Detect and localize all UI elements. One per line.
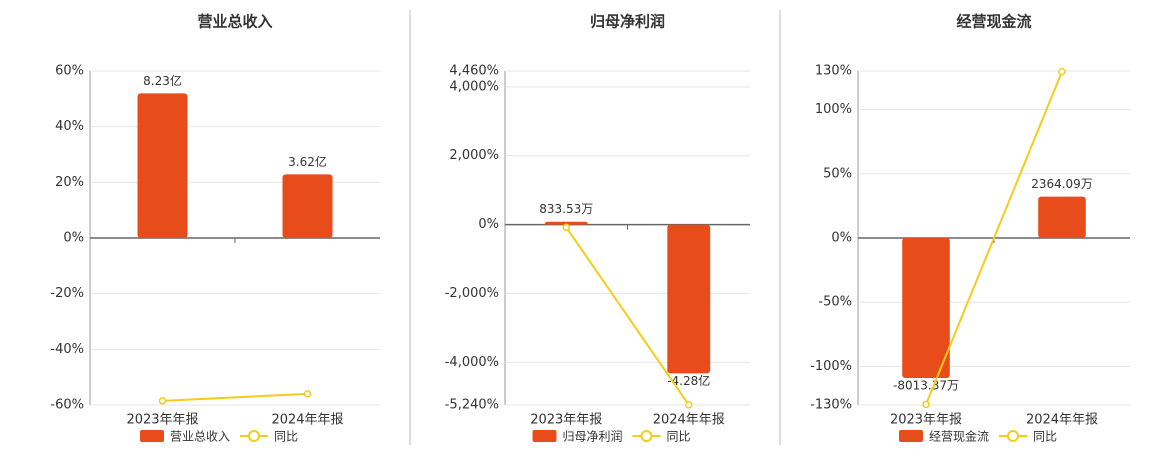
- legend-label: 同比: [274, 430, 298, 444]
- line: [565, 226, 690, 406]
- x-tick-label: 2023年年报: [126, 413, 198, 428]
- legend-label: 同比: [667, 430, 691, 444]
- bar: [137, 93, 188, 239]
- y-tick-label: -130%: [810, 398, 852, 413]
- line: [162, 392, 308, 402]
- y-tick-label: 2,000%: [449, 148, 499, 163]
- y-tick-label: -2,000%: [445, 286, 499, 301]
- y-tick-label: 20%: [55, 175, 84, 190]
- line-point: [303, 390, 312, 398]
- y-tick-label: 4,000%: [449, 79, 499, 94]
- x-tick-label: 2023年年报: [890, 413, 962, 428]
- bar-value-label: 3.62亿: [288, 154, 327, 169]
- y-tick-label: 130%: [815, 64, 852, 79]
- y-tick-label: 60%: [55, 64, 84, 79]
- legend-marker: [1007, 430, 1019, 442]
- bar-value-label: -8013.37万: [893, 379, 959, 393]
- y-tick-label: -20%: [50, 286, 84, 301]
- legend-swatch: [532, 430, 557, 442]
- y-tick-label: -100%: [810, 359, 852, 374]
- bar-value-label: 833.53万: [539, 202, 593, 216]
- y-tick-label: 50%: [823, 166, 852, 181]
- legend-label: 同比: [1033, 430, 1057, 444]
- y-tick-label: 0%: [63, 231, 84, 246]
- y-tick-label: -4,000%: [445, 355, 499, 370]
- line-point: [1058, 67, 1066, 76]
- y-tick-label: 100%: [815, 102, 852, 117]
- line-point: [685, 401, 693, 409]
- chart-title: 经营现金流: [956, 13, 1031, 31]
- y-tick-label: 0%: [478, 217, 499, 232]
- line: [925, 71, 1063, 405]
- x-tick-label: 2024年年报: [1026, 413, 1098, 428]
- bar: [1038, 196, 1086, 238]
- legend-label: 营业总收入: [170, 430, 230, 444]
- chart-title: 营业总收入: [197, 13, 272, 31]
- line-point: [158, 397, 167, 405]
- y-tick-label: -40%: [50, 342, 84, 357]
- y-tick-label: 0%: [831, 231, 852, 246]
- y-tick-label: 4,460%: [449, 64, 499, 79]
- y-tick-label: -50%: [818, 295, 852, 310]
- line-point: [922, 400, 930, 409]
- bar: [902, 238, 950, 379]
- x-tick-label: 2024年年报: [271, 413, 343, 428]
- legend-swatch: [140, 430, 164, 442]
- bar-value-label: 8.23亿: [143, 73, 182, 88]
- legend-label: 归母净利润: [563, 430, 623, 444]
- x-tick-label: 2023年年报: [530, 413, 602, 428]
- x-tick-label: 2024年年报: [653, 413, 725, 428]
- line-point: [562, 223, 570, 232]
- y-tick-label: 40%: [55, 119, 84, 134]
- legend-marker: [640, 430, 653, 442]
- y-tick-label: -5,240%: [445, 398, 499, 413]
- bar: [282, 174, 333, 238]
- legend-marker: [248, 430, 260, 442]
- bar: [544, 221, 588, 225]
- bar-value-label: -4.28亿: [667, 373, 710, 388]
- bar: [667, 224, 711, 374]
- bar-value-label: 2364.09万: [1031, 177, 1093, 191]
- legend-swatch: [899, 430, 923, 442]
- legend-label: 经营现金流: [929, 429, 989, 444]
- chart-title: 归母净利润: [590, 13, 665, 31]
- y-tick-label: -60%: [50, 398, 84, 413]
